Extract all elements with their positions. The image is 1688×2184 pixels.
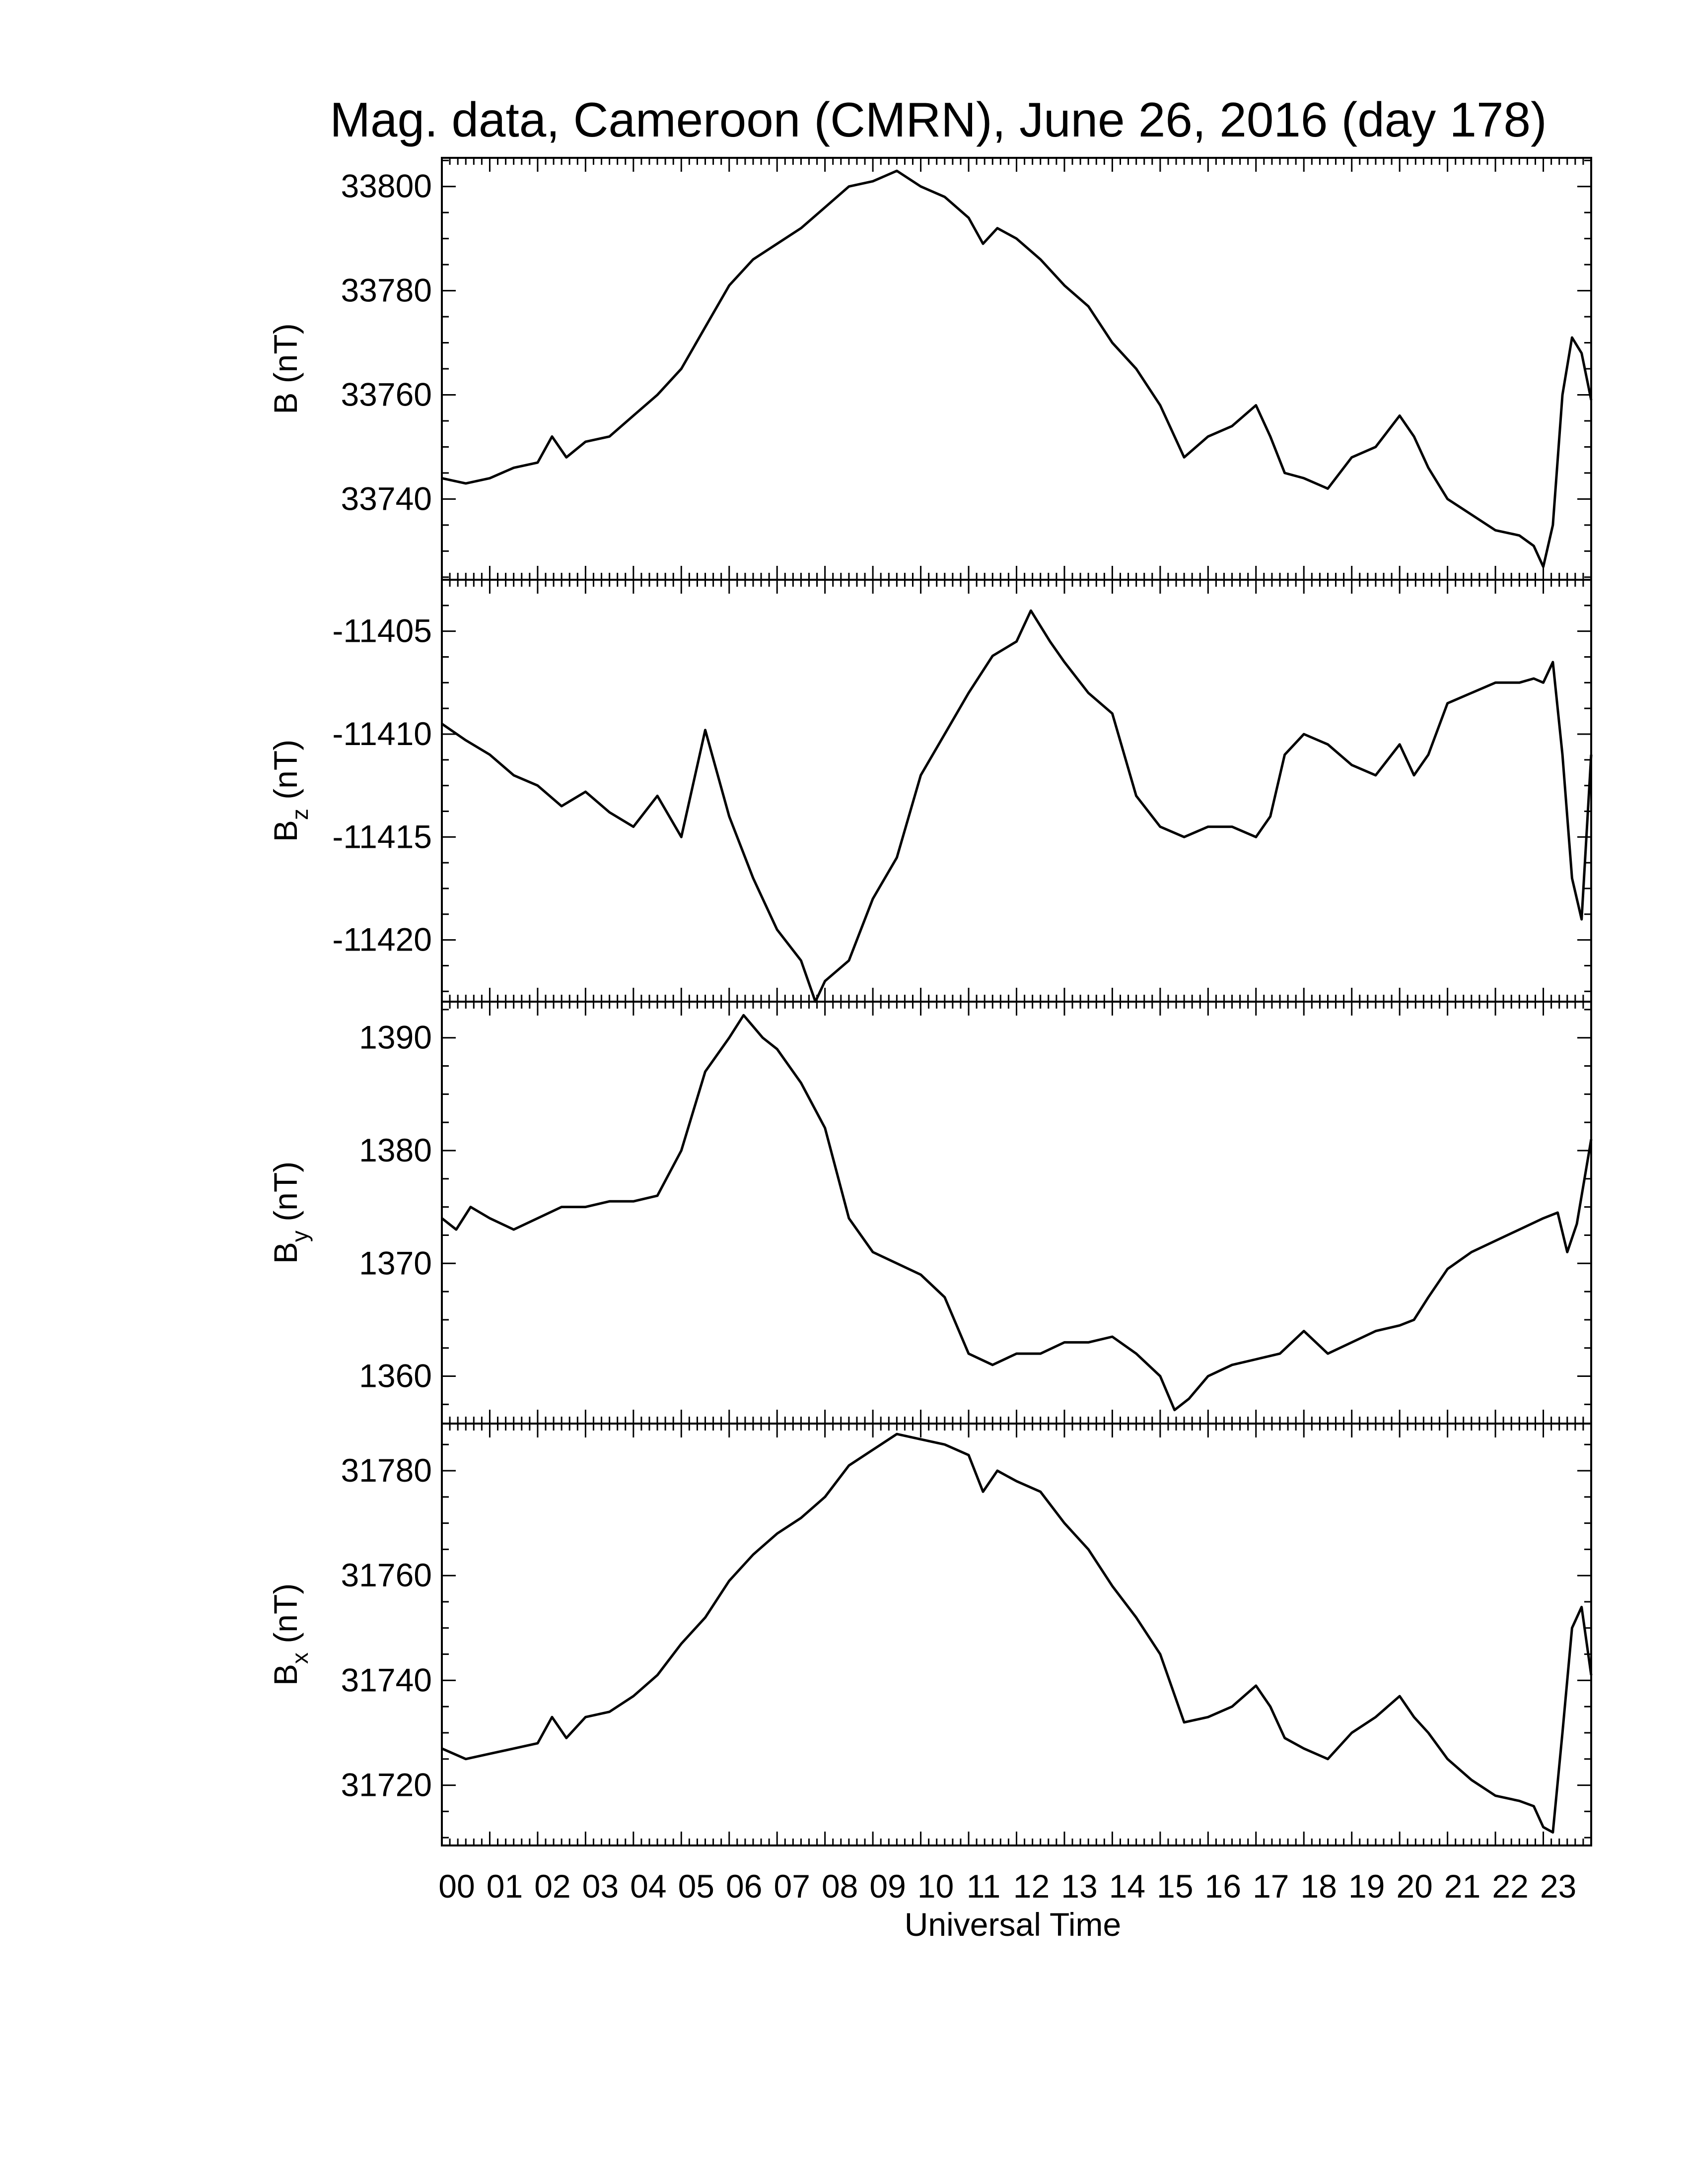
- plot-frame: [441, 579, 1592, 1003]
- x-tick-label: 21: [1444, 1868, 1480, 1905]
- x-tick-label: 02: [534, 1868, 570, 1905]
- y-tick-label: 31720: [341, 1767, 432, 1803]
- y-tick-label: -11410: [332, 715, 432, 752]
- panel-4: 31720 31740 31760 31780 Bx (nT): [267, 1423, 1593, 1846]
- x-ticks: [441, 1002, 1592, 1424]
- x-axis-title: Universal Time: [905, 1906, 1121, 1943]
- x-tick-label: 01: [487, 1868, 523, 1905]
- y-axis-title: Bx (nT): [267, 1583, 313, 1686]
- x-ticks: [441, 158, 1592, 580]
- y-tick-label: 31760: [341, 1557, 432, 1593]
- y-ticks: [442, 1009, 1591, 1405]
- x-ticks: [441, 1424, 1592, 1845]
- y-ticks: [442, 1443, 1591, 1839]
- x-tick-label: 08: [822, 1868, 858, 1905]
- y-tick-label: 33780: [341, 272, 432, 309]
- y-tick-label: -11405: [332, 613, 432, 649]
- y-tick-label: 31740: [341, 1661, 432, 1698]
- y-axis-title: By (nT): [267, 1161, 313, 1264]
- x-tick-label: 09: [869, 1868, 906, 1905]
- y-tick-label: -11415: [332, 818, 432, 855]
- y-axis-title: B (nT): [267, 323, 304, 414]
- x-tick-label: 12: [1013, 1868, 1050, 1905]
- x-tick-label: 07: [774, 1868, 810, 1905]
- x-ticks: [441, 580, 1592, 1002]
- x-tick-label: 16: [1205, 1868, 1241, 1905]
- panel-3: 1360 1370 1380 1390 By (nT): [267, 1001, 1593, 1425]
- series-line: [441, 169, 1593, 568]
- y-tick-label: 33740: [341, 480, 432, 517]
- x-tick-label: 00: [438, 1868, 475, 1905]
- x-tick-label: 22: [1492, 1868, 1528, 1905]
- chart-title: Mag. data, Cameroon (CMRN), June 26, 201…: [330, 92, 1547, 147]
- x-tick-label: 13: [1061, 1868, 1097, 1905]
- plot-frame: [441, 1001, 1592, 1425]
- x-tick-label: 18: [1301, 1868, 1337, 1905]
- x-tick-labels: 00 01 02 03 04 05 06 07 08 09 10 11 12 13 14 15 16 17 18 19…: [438, 1868, 1576, 1905]
- y-tick-label: -11420: [332, 921, 432, 958]
- plot-frame: [441, 157, 1592, 581]
- x-tick-label: 03: [582, 1868, 619, 1905]
- y-tick-label: 1390: [359, 1019, 432, 1056]
- x-tick-label: 06: [726, 1868, 762, 1905]
- y-ticks: [442, 579, 1591, 992]
- y-tick-label: 1380: [359, 1132, 432, 1168]
- x-tick-label: 10: [917, 1868, 954, 1905]
- series-line: [441, 1014, 1593, 1412]
- y-tick-label: 31780: [341, 1452, 432, 1489]
- x-tick-label: 17: [1253, 1868, 1289, 1905]
- x-tick-label: 11: [967, 1868, 1001, 1905]
- series-line: [441, 609, 1593, 1003]
- panel-1: 33740 33760 33780 33800 B (nT): [267, 157, 1593, 581]
- x-tick-label: 20: [1396, 1868, 1432, 1905]
- y-tick-label: 33760: [341, 376, 432, 412]
- y-ticks: [442, 159, 1591, 578]
- x-tick-label: 23: [1540, 1868, 1576, 1905]
- x-tick-label: 04: [630, 1868, 666, 1905]
- x-tick-label: 15: [1157, 1868, 1193, 1905]
- panel-2: -11405 -11410 -11415 -11420 Bz (nT): [267, 579, 1593, 1003]
- plot-frame: [441, 1423, 1592, 1846]
- series-line: [441, 1433, 1593, 1834]
- x-tick-label: 19: [1348, 1868, 1385, 1905]
- y-tick-label: 33800: [341, 168, 432, 205]
- y-axis-title: Bz (nT): [267, 740, 313, 842]
- y-tick-label: 1370: [359, 1244, 432, 1281]
- x-tick-label: 05: [678, 1868, 714, 1905]
- y-tick-label: 1360: [359, 1358, 432, 1394]
- x-tick-label: 14: [1109, 1868, 1145, 1905]
